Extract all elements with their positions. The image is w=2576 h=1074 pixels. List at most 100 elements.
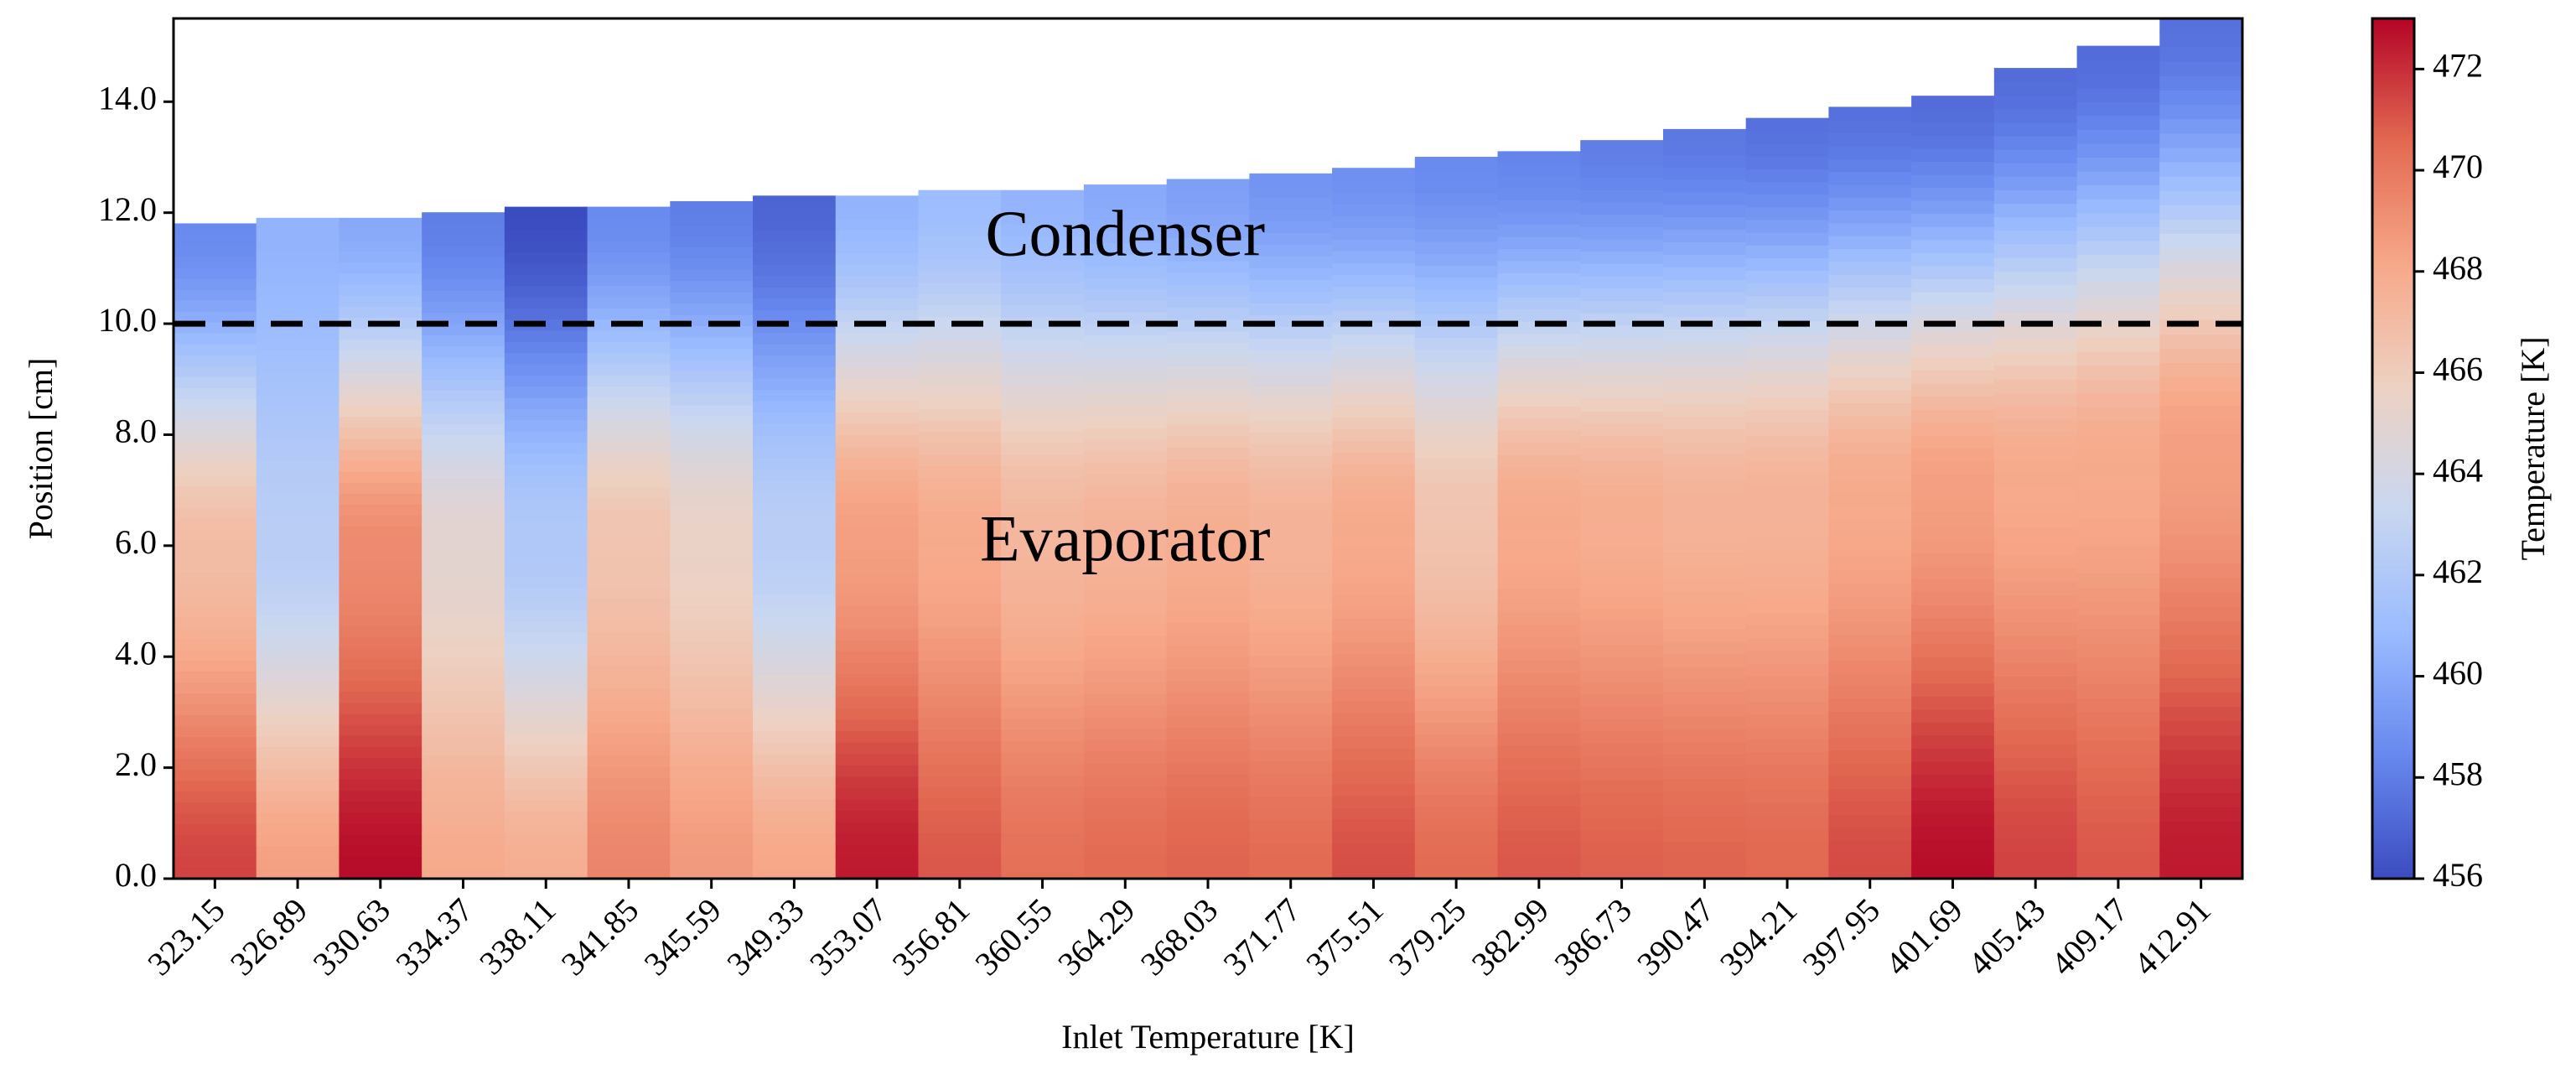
heatmap-cell (1662, 153, 1747, 168)
heatmap-cell (1414, 637, 1499, 651)
heatmap-cell (504, 833, 588, 846)
heatmap-cell (2076, 323, 2160, 339)
heatmap-cell (1166, 598, 1250, 611)
heatmap-cell (1828, 402, 1912, 417)
heatmap-cell (1166, 750, 1250, 763)
heatmap-cell (753, 377, 837, 391)
heatmap-cell (1166, 714, 1250, 728)
heatmap-cell (1166, 307, 1250, 320)
heatmap-cell (1993, 283, 2078, 298)
heatmap-cell (1828, 441, 1912, 455)
heatmap-cell (1332, 558, 1416, 572)
heatmap-cell (504, 867, 588, 879)
heatmap-cell (1166, 552, 1250, 565)
heatmap-cell (918, 729, 1002, 742)
heatmap-cell (1249, 749, 1333, 762)
heatmap-cell (918, 454, 1002, 467)
heatmap-cell (1911, 812, 1995, 828)
heatmap-cell (587, 340, 671, 354)
heatmap-cell (1828, 145, 1912, 159)
heatmap-cell (670, 776, 754, 789)
heatmap-cell (587, 407, 671, 421)
heatmap-cell (835, 594, 920, 606)
colorbar (2371, 17, 2416, 880)
heatmap-cell (1828, 261, 1912, 275)
heatmap-cell (918, 224, 1002, 237)
heatmap-cell (504, 788, 588, 802)
heatmap-cell (1745, 295, 1829, 309)
heatmap-cell (1662, 566, 1747, 580)
heatmap-cell (174, 867, 257, 879)
heatmap-cell (1580, 583, 1664, 597)
heatmap-cell (422, 356, 505, 369)
heatmap-cell (835, 810, 920, 822)
heatmap-cell (1083, 762, 1168, 776)
heatmap-cell (1249, 397, 1333, 410)
x-tick-label: 323.15 (140, 891, 232, 983)
heatmap-cell (504, 687, 588, 700)
heatmap-cell (1745, 561, 1829, 575)
heatmap-cell (1911, 747, 1995, 762)
colorbar-tick-label: 458 (2433, 755, 2483, 792)
heatmap-cell (1745, 751, 1829, 765)
heatmap-cell (1001, 465, 1085, 478)
heatmap-cell (1745, 155, 1829, 170)
heatmap-cell (2159, 520, 2242, 536)
heatmap-cell (422, 789, 505, 802)
heatmap-cell (918, 545, 1002, 558)
heatmap-cell (1332, 333, 1416, 347)
heatmap-cell (1414, 385, 1499, 398)
heatmap-cell (422, 433, 505, 447)
heatmap-cell (1911, 617, 1995, 631)
heatmap-cell (918, 201, 1002, 215)
heatmap-cell (1580, 718, 1664, 732)
heatmap-cell (1662, 691, 1747, 704)
heatmap-cell (918, 752, 1002, 765)
heatmap-cell (1166, 423, 1250, 437)
heatmap-cell (835, 616, 920, 629)
heatmap-cell (504, 542, 588, 555)
heatmap-cell (835, 389, 920, 402)
heatmap-cell (1332, 298, 1416, 311)
heatmap-cell (174, 791, 257, 803)
y-tick-label: 0.0 (115, 856, 157, 894)
heatmap-cell (918, 430, 1002, 444)
heatmap-cell (1249, 196, 1333, 210)
heatmap-cell (1001, 201, 1085, 215)
heatmap-cell (1828, 595, 1912, 610)
x-tick-label: 379.25 (1381, 891, 1474, 983)
heatmap-cell (422, 812, 505, 824)
x-tick-label: 397.95 (1796, 891, 1888, 983)
heatmap-cell (1166, 481, 1250, 495)
heatmap-cell (1911, 708, 1995, 723)
heatmap-cell (1497, 187, 1581, 201)
heatmap-cell (1249, 784, 1333, 797)
heatmap-cell (1828, 582, 1912, 597)
heatmap-cell (2159, 376, 2242, 392)
heatmap-cell (174, 288, 257, 301)
heatmap-cell (1993, 662, 2078, 677)
heatmap-cell (1001, 775, 1085, 788)
heatmap-cell (1083, 542, 1168, 556)
heatmap-cell (1414, 553, 1499, 567)
heatmap-cell (918, 465, 1002, 478)
heatmap-cell (1083, 820, 1168, 833)
heatmap-cell (422, 367, 505, 380)
heatmap-cell (1083, 704, 1168, 718)
heatmap-cell (2159, 534, 2242, 550)
heatmap-cell (1497, 272, 1581, 286)
heatmap-cell (1911, 134, 1995, 149)
heatmap-cell (256, 504, 340, 516)
heatmap-cell (1580, 509, 1664, 522)
heatmap-cell (1332, 251, 1416, 264)
heatmap-cell (1745, 853, 1829, 867)
heatmap-cell (1911, 774, 1995, 788)
heatmap-cell (1911, 630, 1995, 645)
heatmap-cell (504, 721, 588, 734)
heatmap-cell (918, 385, 1002, 397)
heatmap-cell (587, 654, 671, 667)
heatmap-cell (1166, 843, 1250, 856)
heatmap-cell (1001, 247, 1085, 260)
heatmap-cell (1497, 478, 1581, 492)
heatmap-cell (1580, 828, 1664, 843)
